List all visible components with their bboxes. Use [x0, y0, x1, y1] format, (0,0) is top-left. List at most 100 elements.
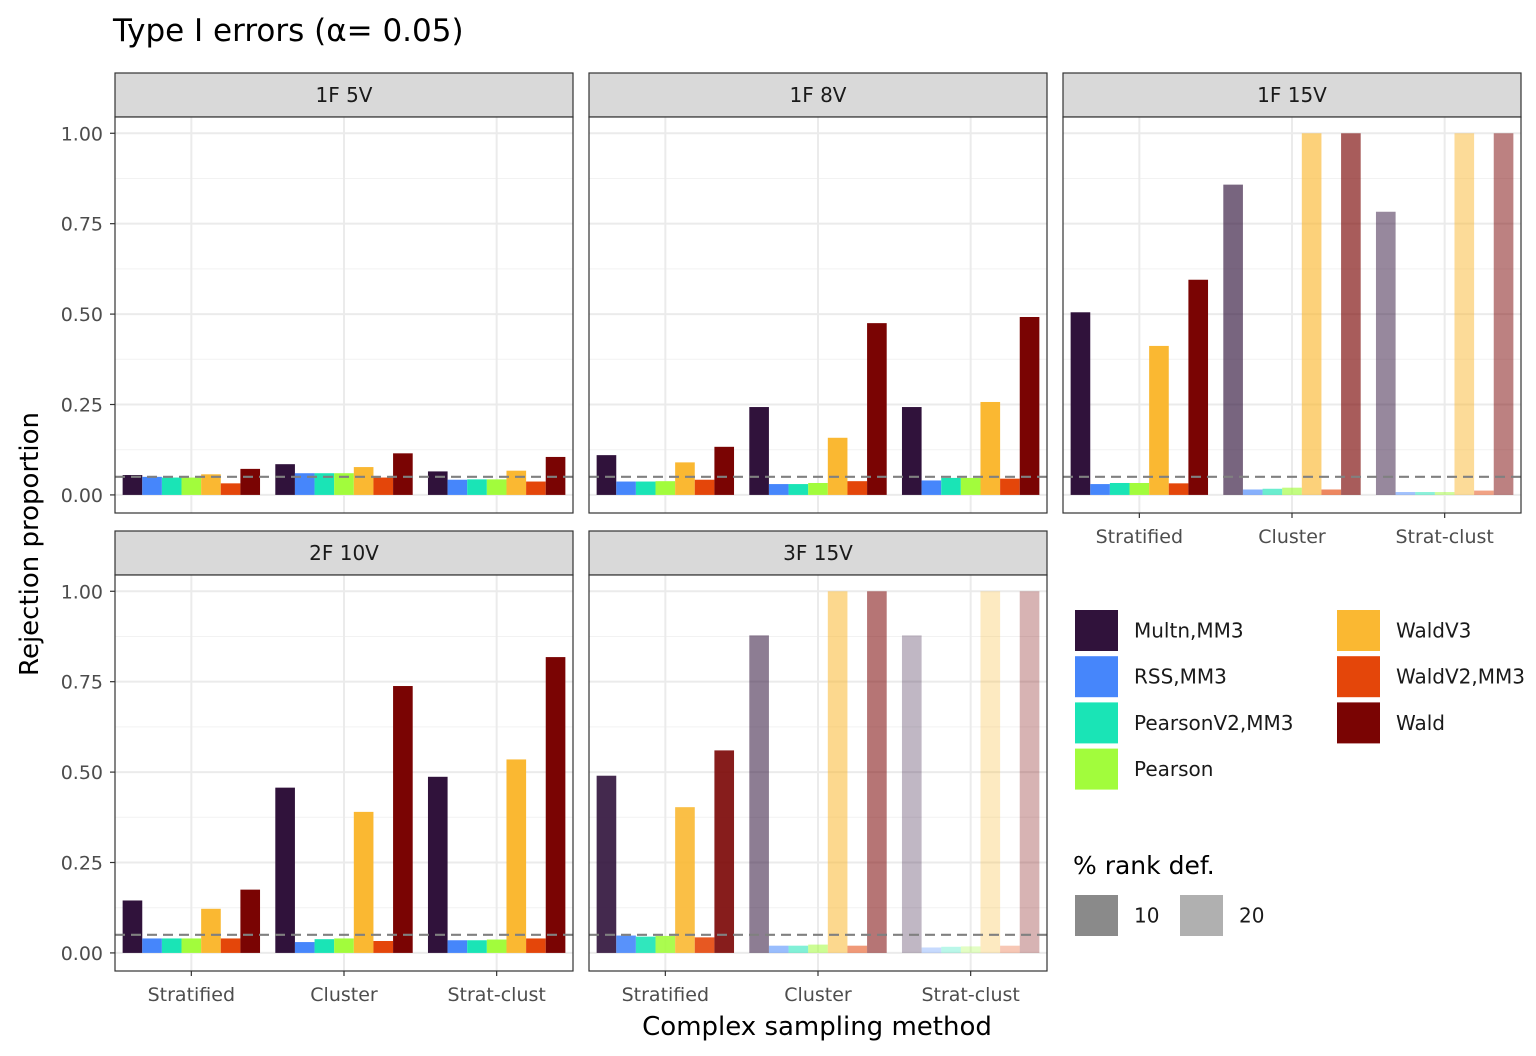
bar-pearsonv2-mm3: [314, 939, 335, 953]
panels-group: 1F 5V 0.00 0.25 0.50 0.75 1.00 1F 8V 1F 15V Stra…: [61, 72, 1522, 1006]
bar-multn-mm3: [596, 775, 617, 953]
bar-multn-mm3: [427, 776, 448, 953]
rank-def-label: 20: [1239, 904, 1264, 928]
y-axis-title: Rejection proportion: [15, 412, 45, 676]
bar-waldv3: [1301, 133, 1322, 495]
bar-pearson: [1129, 482, 1150, 495]
facet-strip: [114, 72, 574, 118]
bar-waldv2-mm3: [847, 481, 868, 495]
legend-item: Multn,MM3: [1075, 610, 1244, 651]
bar-waldv3: [506, 759, 527, 953]
y-tick-label: 0.00: [61, 485, 103, 507]
bar-rss-mm3: [1242, 489, 1263, 495]
x-tick-label: Stratified: [1096, 526, 1183, 548]
bar-wald: [867, 323, 887, 495]
legend-label: Pearson: [1134, 757, 1213, 781]
legend-swatch: [1337, 656, 1380, 698]
bar-waldv2-mm3: [526, 938, 546, 953]
bar-waldv2-mm3: [1000, 945, 1020, 953]
x-tick-label: Stratified: [622, 984, 709, 1006]
bar-pearsonv2-mm3: [1262, 488, 1283, 495]
panel-1f-8v: 1F 8V: [588, 72, 1048, 514]
bar-rss-mm3: [447, 940, 468, 953]
bar-wald: [1019, 316, 1040, 495]
facet-label: 1F 15V: [1257, 83, 1327, 107]
legend-label: Multn,MM3: [1134, 619, 1244, 643]
bar-wald: [1188, 279, 1209, 495]
bar-multn-mm3: [1375, 211, 1396, 495]
legend-item: Pearson: [1075, 748, 1213, 790]
y-tick-label: 0.50: [61, 762, 103, 784]
bar-pearsonv2-mm3: [635, 936, 656, 953]
bar-multn-mm3: [596, 455, 617, 495]
bar-waldv3: [506, 470, 527, 495]
bar-pearsonv2-mm3: [941, 946, 961, 953]
x-tick-label: Strat-clust: [921, 984, 1019, 1006]
legend-item: WaldV2,MM3: [1337, 656, 1525, 698]
legend-label: PearsonV2,MM3: [1134, 711, 1293, 735]
y-tick-label: 1.00: [61, 123, 103, 145]
bar-waldv2-mm3: [1168, 483, 1189, 495]
bar-rss-mm3: [142, 938, 162, 953]
bar-rss-mm3: [447, 479, 468, 495]
legend: Multn,MM3 RSS,MM3 PearsonV2,MM3 Pearson Wald…: [1073, 610, 1525, 936]
bar-pearson: [655, 481, 676, 495]
bar-waldv2-mm3: [373, 477, 394, 495]
bar-pearson: [655, 935, 676, 953]
legend-label: RSS,MM3: [1134, 665, 1227, 689]
bar-waldv3: [1454, 133, 1475, 495]
bar-multn-mm3: [1070, 312, 1091, 495]
x-tick-label: Cluster: [1258, 526, 1326, 548]
bar-waldv2-mm3: [220, 483, 241, 495]
bar-wald: [714, 750, 735, 953]
bar-pearson: [1434, 492, 1455, 495]
legend-item: PearsonV2,MM3: [1075, 702, 1293, 744]
x-tick-label: Cluster: [310, 984, 378, 1006]
bar-pearson: [181, 938, 202, 953]
bar-multn-mm3: [427, 471, 448, 495]
bar-multn-mm3: [901, 407, 922, 495]
bar-waldv3: [201, 908, 221, 953]
facet-label: 1F 5V: [316, 83, 373, 107]
bar-rss-mm3: [616, 481, 636, 495]
bar-waldv2-mm3: [694, 937, 715, 953]
bar-wald: [867, 591, 887, 953]
bar-rss-mm3: [1395, 492, 1416, 495]
legend-swatch: [1075, 748, 1118, 790]
bar-wald: [240, 468, 261, 495]
bar-waldv2-mm3: [526, 481, 546, 495]
bar-multn-mm3: [749, 635, 769, 953]
panel-1f-15v: 1F 15V Stratified Cluster Strat-clust: [1062, 72, 1522, 548]
bar-waldv3: [1149, 345, 1169, 495]
facet-strip: [588, 72, 1048, 118]
y-tick-label: 0.50: [61, 304, 103, 326]
bar-multn-mm3: [275, 787, 295, 953]
bar-rss-mm3: [768, 945, 789, 953]
facet-label: 1F 8V: [790, 83, 847, 107]
rank-def-swatch: [1180, 895, 1223, 936]
panel-3f-15v: 3F 15V Stratified Cluster Strat-clust: [588, 530, 1048, 1006]
bar-pearsonv2-mm3: [1109, 482, 1130, 495]
bar-pearsonv2-mm3: [941, 477, 961, 495]
bar-pearson: [334, 473, 354, 495]
legend-swatch: [1075, 656, 1118, 698]
bar-waldv2-mm3: [1474, 490, 1494, 495]
panel-border: [588, 116, 1048, 514]
panel-1f-5v: 1F 5V 0.00 0.25 0.50 0.75 1.00: [61, 72, 574, 514]
bar-wald: [1019, 591, 1040, 953]
legend-label: WaldV2,MM3: [1396, 665, 1525, 689]
facet-strip: [588, 530, 1048, 576]
y-tick-label: 0.25: [61, 395, 103, 417]
legend-item: RSS,MM3: [1075, 656, 1227, 698]
bar-pearsonv2-mm3: [788, 945, 809, 953]
legend-swatch: [1337, 702, 1380, 744]
bar-waldv2-mm3: [1000, 478, 1020, 495]
bar-pearson: [960, 477, 981, 495]
bar-pearson: [808, 944, 828, 953]
bar-pearsonv2-mm3: [788, 484, 809, 495]
bar-pearson: [181, 477, 202, 495]
bar-waldv3: [675, 462, 695, 495]
bar-waldv3: [675, 807, 695, 953]
bar-wald: [1493, 133, 1514, 495]
